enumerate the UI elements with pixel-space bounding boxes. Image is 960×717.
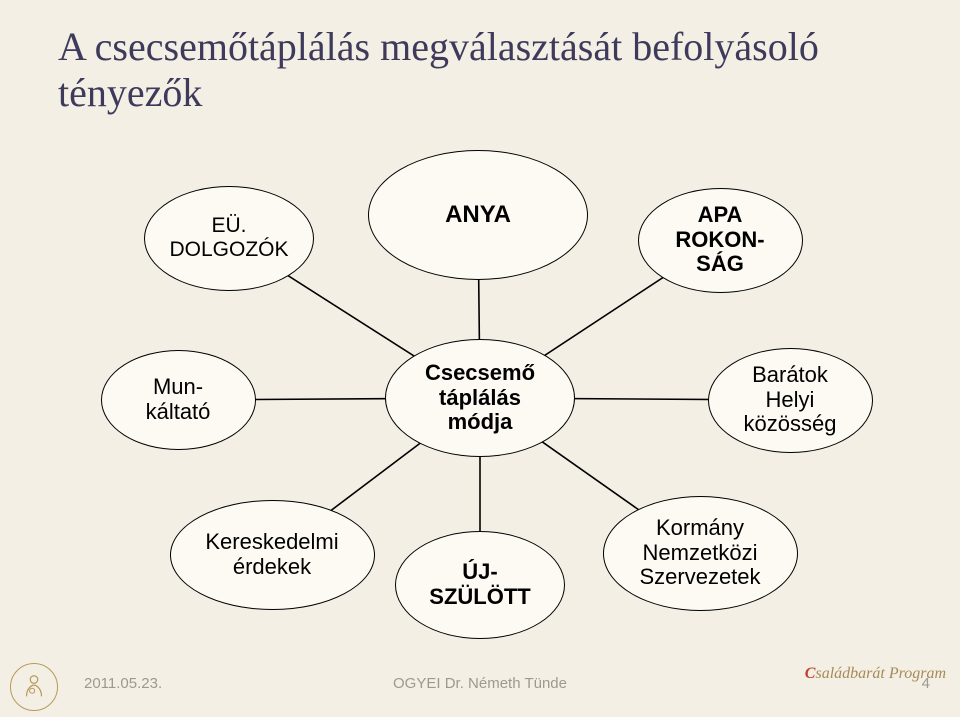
node-text: ROKON- [675, 228, 764, 253]
diagram: Csecsemőtáplálásmódja ANYA APAROKON-SÁG EÜ.… [0, 0, 960, 717]
node-text: ÚJ- [462, 560, 497, 585]
diagram-node-kormany: KormányNemzetköziSzervezetek [603, 496, 798, 611]
node-text: táplálás [439, 386, 521, 411]
node-text: APA [698, 203, 743, 228]
diagram-node-baratok: BarátokHelyiközösség [708, 348, 873, 453]
brand-cap: C [805, 665, 816, 682]
node-text: Mun- [153, 375, 203, 400]
brand-label: Családbarát Program [805, 665, 946, 683]
diagram-node-munkaltato: Mun-káltató [101, 350, 256, 450]
node-text: ANYA [445, 202, 511, 229]
node-text: Kereskedelmi [205, 530, 338, 555]
node-text: EÜ. [211, 214, 246, 238]
node-text: módja [448, 410, 513, 435]
node-text: Barátok [752, 363, 828, 388]
diagram-node-keresk: Kereskedelmiérdekek [170, 500, 375, 610]
node-text: SZÜLÖTT [429, 585, 530, 610]
brand-rest: saládbarát Program [815, 665, 946, 682]
node-text: közösség [744, 412, 837, 437]
slide: A csecsemőtáplálás megválasztását befoly… [0, 0, 960, 717]
diagram-node-apa: APAROKON-SÁG [638, 188, 803, 293]
node-text: Helyi [766, 388, 815, 413]
footer-author: OGYEI Dr. Németh Tünde [393, 675, 567, 692]
node-text: Nemzetközi [643, 541, 758, 566]
diagram-node-center: Csecsemőtáplálásmódja [385, 339, 575, 457]
diagram-node-eu: EÜ.DOLGOZÓK [144, 186, 314, 291]
diagram-node-ujszulott: ÚJ-SZÜLÖTT [395, 531, 565, 639]
diagram-node-anya: ANYA [368, 150, 588, 280]
node-text: érdekek [233, 555, 311, 580]
node-text: káltató [146, 400, 211, 425]
footer-date: 2011.05.23. [84, 675, 162, 692]
node-text: Szervezetek [639, 565, 760, 590]
node-text: SÁG [696, 252, 744, 277]
node-text: DOLGOZÓK [169, 238, 288, 262]
node-text: Kormány [656, 516, 744, 541]
node-text: Csecsemő [425, 361, 535, 386]
corner-logo-icon [10, 663, 58, 711]
